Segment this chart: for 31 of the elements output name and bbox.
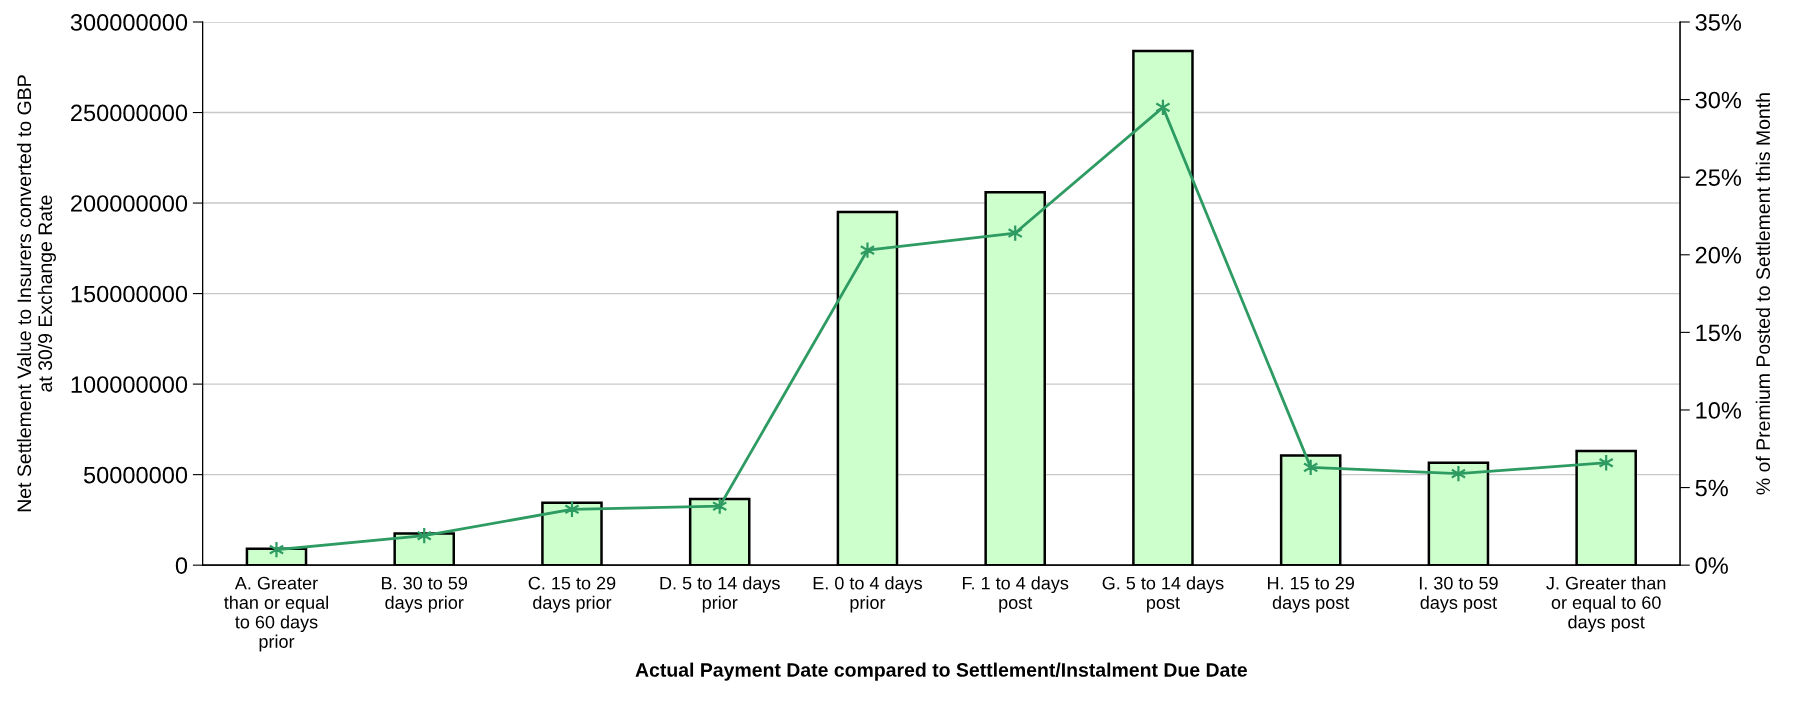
x-tick-label: H. 15 to 29 days post (1268, 576, 1354, 613)
y-axis-title: Net Settlement Value to Insurers converted to GBP at 30/9 Exchange Rate (16, 75, 56, 512)
point (268, 540, 285, 559)
x-tick-label: E. 0 to 4 days prior (813, 576, 923, 613)
x-tick-label: J. Greater than or equal to 60 days post (1546, 576, 1666, 632)
x-tick-label: C. 15 to 29 days prior (528, 576, 616, 613)
y2-tick-label: 15% (1696, 324, 1742, 342)
y-tick-label: 200000000 (71, 195, 188, 212)
y-tick-label: 50000000 (83, 466, 188, 484)
y-tick-label: 300000000 (70, 14, 188, 31)
x-tick-label: D. 5 to 14 days prior (660, 576, 780, 613)
x-axis-title: Actual Payment Date compared to Settlement/Instalment Due Date (635, 662, 1248, 681)
y-tick-label: 150000000 (71, 285, 188, 303)
y2-tick-label: 25% (1695, 169, 1742, 186)
y2-tick-label: 0% (1695, 557, 1728, 574)
x-tick-label: G. 5 to 14 days post (1102, 576, 1224, 613)
x-tick-label: A. Greater than or equal to 60 days prior (224, 576, 328, 652)
y-tick-label: 100000000 (71, 376, 188, 393)
y-tick-label: 250000000 (71, 104, 188, 122)
y2-tick-label: 30% (1695, 91, 1742, 109)
point (859, 241, 876, 259)
y2-tick-label: 35% (1695, 14, 1742, 31)
y2-tick-label: 20% (1695, 246, 1742, 264)
point (1450, 464, 1467, 483)
y2-tick-label: 10% (1696, 402, 1742, 419)
y-tick-label: 0 (175, 557, 188, 574)
y2-axis-title: % of Premium Posted to Settlement this Month (1755, 93, 1771, 495)
x-tick-label: I. 30 to 59 days post (1419, 576, 1498, 613)
x-tick-label: F. 1 to 4 days post (962, 576, 1069, 613)
x-tick-label: B. 30 to 59 days prior (382, 576, 468, 613)
y2-tick-label: 5% (1695, 479, 1728, 497)
